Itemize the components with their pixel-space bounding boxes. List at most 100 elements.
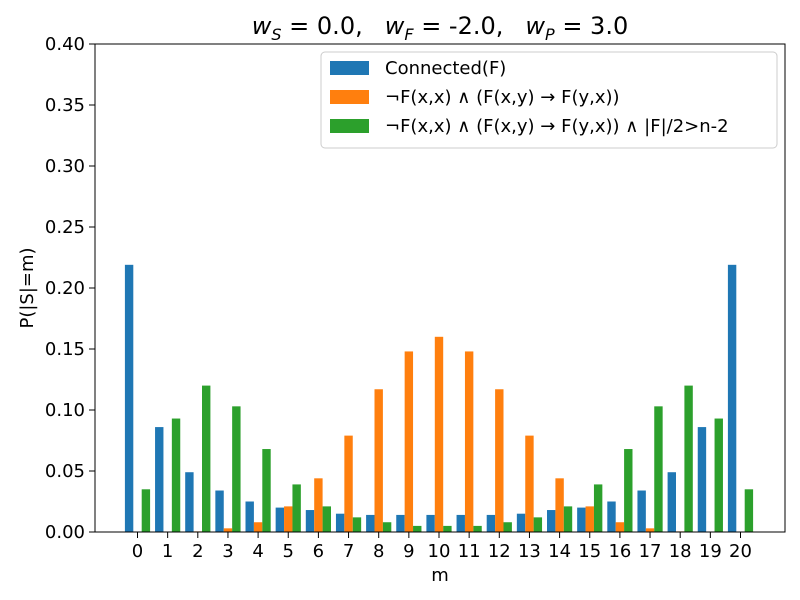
bar-series1-m0: [124, 264, 134, 532]
bar-series3-m10: [443, 525, 452, 532]
bar-series2-m10: [434, 336, 444, 532]
x-tick-label: 14: [548, 541, 571, 562]
bar-series1-m5: [275, 507, 285, 532]
bar-series2-m7: [344, 435, 353, 532]
x-tick-label: 7: [343, 541, 354, 562]
x-tick-label: 16: [608, 541, 631, 562]
title-p-main: w: [525, 12, 545, 40]
bar-series1-m13: [516, 513, 526, 532]
y-tick-label: 0.00: [45, 522, 85, 543]
y-tick-label: 0.10: [45, 400, 85, 421]
bar-series3-m9: [413, 525, 422, 532]
bar-series1-m6: [305, 510, 315, 532]
y-tick-label: 0.20: [45, 278, 85, 299]
bar-series2-m8: [374, 389, 383, 532]
bar-series1-m14: [547, 510, 556, 532]
bar-series2-m14: [555, 478, 564, 532]
bar-series1-m15: [577, 507, 586, 532]
bar-series3-m2: [202, 385, 211, 532]
bar-series2-m5: [284, 506, 293, 532]
y-tick-label: 0.05: [45, 461, 85, 482]
bar-series3-m8: [382, 522, 392, 532]
bar-series3-m0: [141, 489, 151, 532]
x-axis-label: m: [431, 565, 449, 586]
title-f-sub: F: [404, 25, 414, 44]
x-tick-label: 15: [578, 541, 601, 562]
y-tick-label: 0.25: [45, 217, 85, 238]
y-axis-label: P(|S|=m): [17, 247, 38, 328]
bar-series3-m6: [322, 506, 331, 532]
x-tick-label: 12: [488, 541, 511, 562]
x-axis-ticks: 0 1 2 3 4 5 6 7 8 9 10 11 12 13 14 15 16 17 18 19 20: [132, 532, 752, 562]
bar-series2-m4: [253, 522, 263, 532]
title-p-val: = 3.0: [555, 12, 629, 40]
legend: Connected(F) ¬F(x,x) ∧ (F(x,y) → F(y,x)) ¬…: [320, 51, 778, 149]
x-tick-label: 11: [458, 541, 481, 562]
bars-layer: [124, 264, 754, 532]
title-f-val: = -2.0,: [414, 12, 504, 40]
legend-swatch-1: [330, 61, 369, 75]
bar-series1-m19: [697, 427, 707, 532]
chart-title: wS = 0.0, wF = -2.0, wP = 3.0: [252, 12, 628, 44]
bar-series1-m2: [185, 472, 194, 532]
plot-frame: [94, 43, 786, 533]
bar-series1-m9: [396, 514, 405, 532]
bar-series3-m3: [232, 406, 241, 532]
bar-series2-m16: [615, 522, 625, 532]
bar-series2-m6: [314, 478, 323, 532]
legend-label-1: Connected(F): [385, 58, 506, 79]
title-p-sub: P: [545, 25, 555, 44]
bar-series3-m13: [533, 517, 543, 532]
x-tick-label: 4: [252, 541, 263, 562]
legend-label-3: ¬F(x,x) ∧ (F(x,y) → F(y,x)) ∧ |F|/2>n-2: [385, 116, 729, 137]
y-tick-label: 0.15: [45, 339, 85, 360]
bar-series2-m15: [585, 506, 594, 532]
legend-swatch-2: [330, 90, 369, 104]
y-tick-label: 0.40: [45, 34, 85, 55]
bar-series1-m16: [607, 501, 616, 532]
x-tick-label: 17: [639, 541, 662, 562]
x-tick-label: 2: [192, 541, 203, 562]
bar-series1-m11: [456, 514, 465, 532]
bar-series3-m5: [292, 484, 301, 532]
x-tick-label: 9: [403, 541, 414, 562]
bar-series1-m20: [727, 264, 737, 532]
bar-series1-m8: [366, 514, 375, 532]
x-tick-label: 6: [313, 541, 324, 562]
bar-series3-m15: [593, 484, 603, 532]
bar-series1-m3: [215, 490, 224, 532]
title-s-val: = 0.0,: [282, 12, 363, 40]
title-s-main: w: [252, 12, 272, 40]
bar-series2-m13: [525, 435, 534, 532]
legend-box: [320, 51, 778, 149]
bar-series3-m19: [714, 418, 723, 532]
bar-series3-m12: [503, 522, 512, 532]
bar-series3-m14: [563, 506, 573, 532]
bar-series2-m12: [495, 389, 504, 532]
bar-series3-m11: [473, 525, 482, 532]
x-tick-label: 20: [729, 541, 752, 562]
title-s-sub: S: [271, 25, 281, 44]
bar-series3-m4: [262, 449, 271, 532]
x-tick-label: 19: [699, 541, 722, 562]
bar-series1-m17: [637, 490, 646, 532]
x-tick-label: 3: [222, 541, 233, 562]
bar-series3-m18: [684, 385, 693, 532]
x-tick-label: 0: [132, 541, 143, 562]
x-tick-label: 8: [373, 541, 384, 562]
bar-series1-m18: [667, 472, 676, 532]
bar-series1-m10: [426, 514, 435, 532]
legend-swatch-3: [330, 119, 369, 133]
y-tick-label: 0.30: [45, 156, 85, 177]
x-tick-label: 10: [428, 541, 451, 562]
bar-series2-m3: [223, 528, 233, 532]
bar-series1-m7: [335, 513, 345, 532]
x-tick-label: 5: [283, 541, 294, 562]
y-tick-label: 0.35: [45, 95, 85, 116]
bar-series1-m1: [155, 427, 164, 532]
bar-series3-m16: [624, 449, 633, 532]
bar-series2-m11: [464, 351, 474, 532]
x-tick-label: 18: [669, 541, 692, 562]
bar-series1-m4: [245, 501, 254, 532]
